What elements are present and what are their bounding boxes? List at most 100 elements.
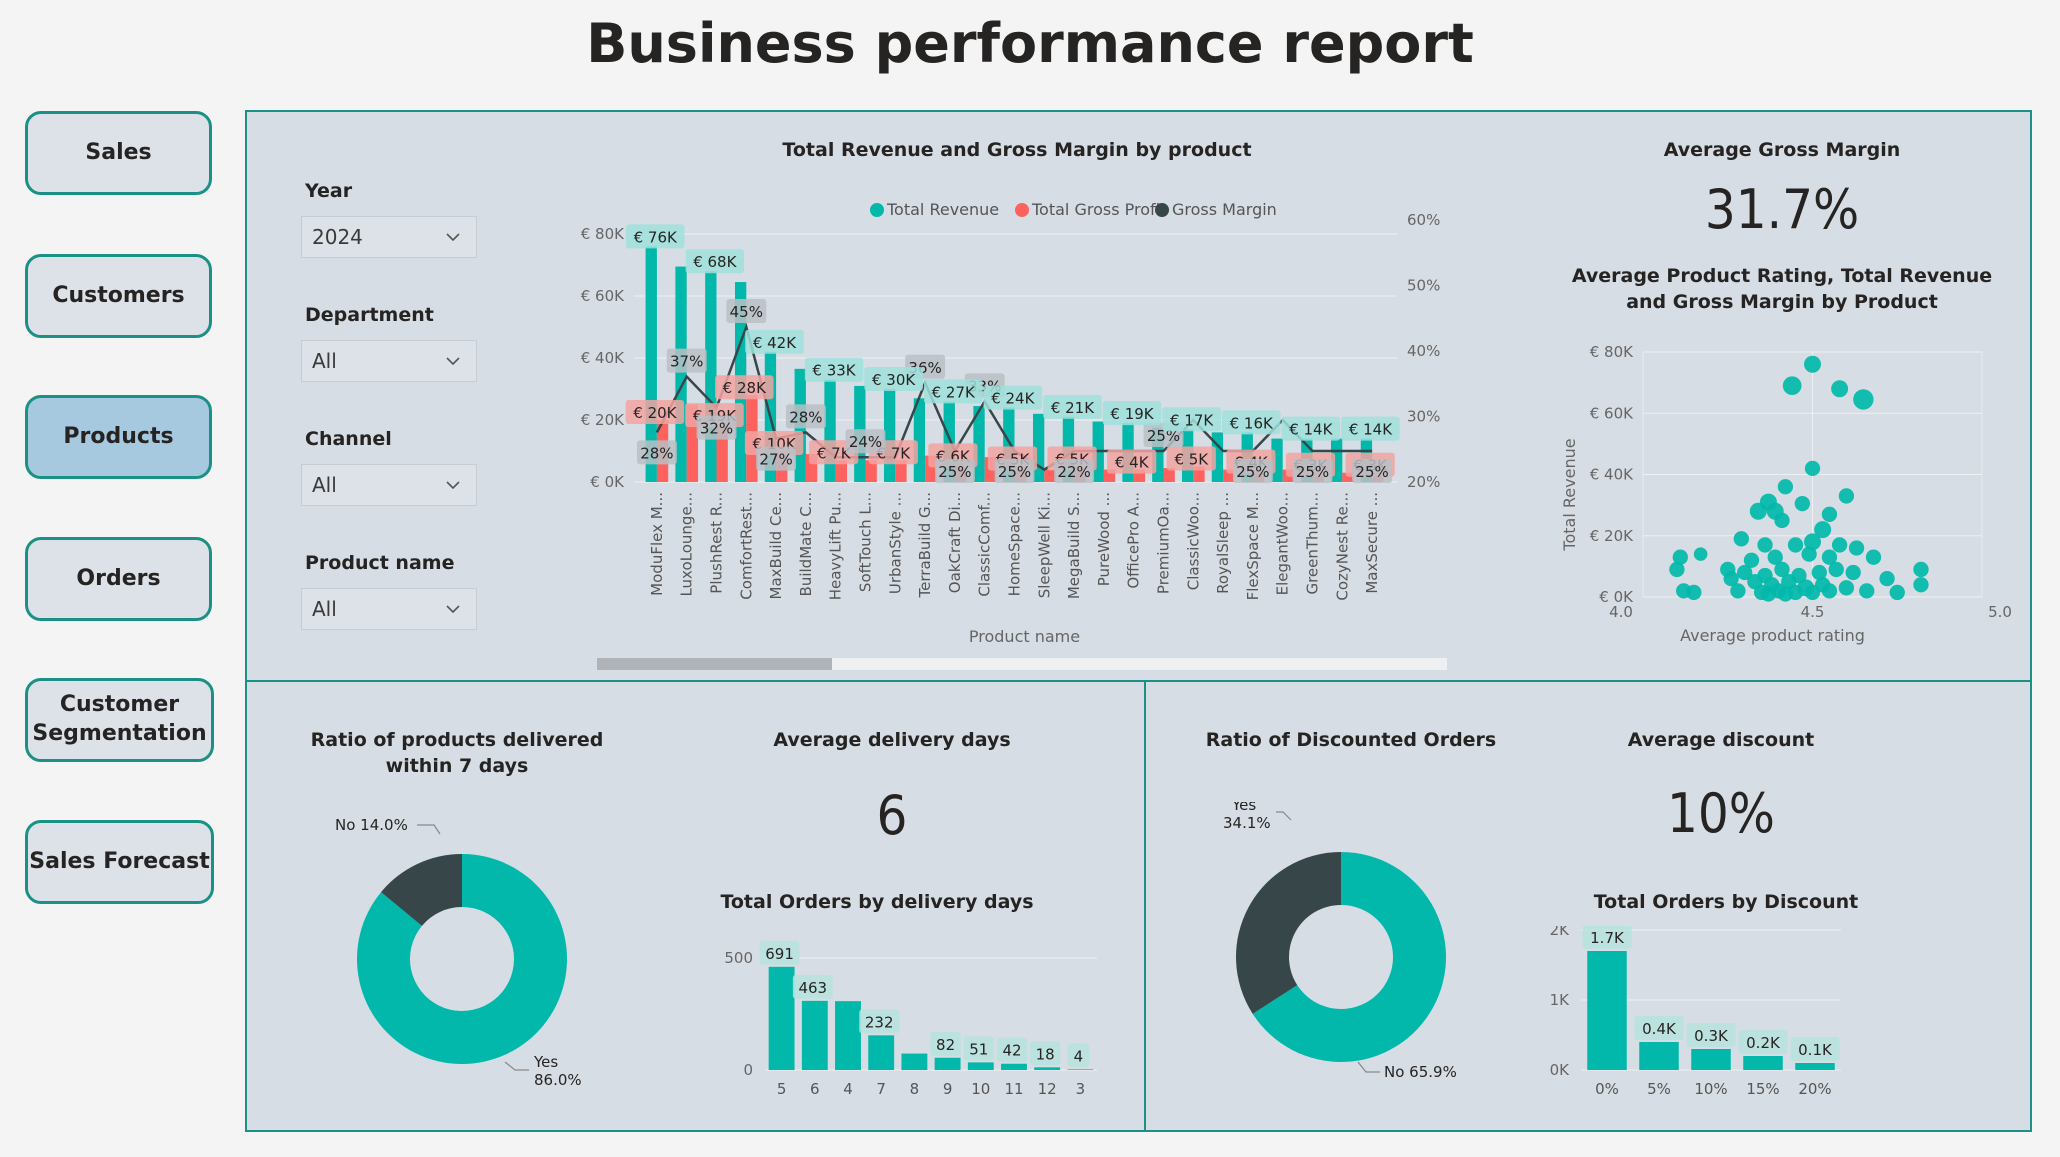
x-axis-tick: 6 (810, 1080, 820, 1098)
y-axis-tick: 0 (743, 1061, 753, 1079)
bar (835, 1001, 861, 1070)
gross-margin-data-label-bg (934, 459, 975, 483)
department-filter-dropdown[interactable]: All (301, 340, 477, 382)
scatter-point (1821, 549, 1838, 565)
gross-margin-data-label-bg (666, 348, 707, 373)
nav-customers-button[interactable]: Customers (25, 254, 212, 338)
x-axis-tick: 12 (1038, 1080, 1057, 1098)
nav-sales-forecast-button[interactable]: Sales Forecast (25, 820, 214, 904)
chevron-down-icon (446, 605, 460, 614)
y-axis-tick: € 20K (1590, 527, 1634, 545)
revenue-data-label: € 68K (693, 253, 737, 271)
x-axis-tick: OfficePro A... (1125, 492, 1143, 589)
channel-filter-dropdown[interactable]: All (301, 464, 477, 506)
scatter-point (1853, 389, 1874, 410)
scatter-point (1845, 564, 1861, 581)
scatter-point (1774, 512, 1790, 529)
revenue-bar (973, 406, 985, 482)
bar-data-label: 0.3K (1694, 1027, 1729, 1045)
y-axis-title: Total Revenue (1560, 438, 1579, 551)
top-panel: Year 2024 Department All Channel All Pro… (245, 110, 2032, 682)
bar-data-label: 463 (798, 979, 827, 997)
bar (1691, 1049, 1731, 1070)
scatter-point (1787, 537, 1804, 553)
revenue-data-label-bg (625, 224, 685, 249)
donut-value-yes: 86.0% (534, 1071, 582, 1089)
department-filter-label: Department (305, 304, 434, 326)
x-axis-tick: SleepWell Ki... (1035, 492, 1053, 598)
scatter-point (1767, 549, 1783, 565)
gross-margin-data-label-bg (696, 415, 737, 440)
x-axis-tick: 10% (1694, 1080, 1727, 1098)
gross-margin-data-label: 28% (789, 408, 822, 426)
y-axis-tick: € 40K (1590, 466, 1634, 484)
x-axis-tick: BuildMate C... (797, 492, 815, 596)
revenue-data-label: € 21K (1051, 399, 1095, 417)
y2-axis-tick: 50% (1407, 277, 1440, 295)
channel-filter-label: Channel (305, 428, 392, 450)
revenue-data-label-bg (1043, 394, 1102, 419)
x-axis-tick: 8 (910, 1080, 920, 1098)
y-axis-tick: € 80K (1590, 343, 1634, 361)
bar-data-label-bg (963, 1036, 995, 1061)
x-axis-tick: 4.5 (1801, 603, 1825, 621)
scatter-point (1814, 521, 1832, 539)
scatter-point (1737, 564, 1753, 581)
discount-donut-slice (1236, 852, 1341, 1014)
revenue-margin-combo-chart: Total Revenue Total Gross Profit Gross Mar… (581, 200, 1447, 670)
x-axis-tick: 5 (777, 1080, 787, 1098)
revenue-bar (1330, 438, 1343, 482)
x-axis-tick: ClassicWoo... (1184, 492, 1202, 590)
nav-products-button[interactable]: Products (25, 395, 212, 479)
x-axis-tick: 10 (971, 1080, 990, 1098)
discount-donut-slice (1252, 852, 1446, 1062)
scatter-point (1777, 479, 1794, 495)
x-axis-tick: CozyNest Re... (1333, 492, 1351, 601)
product-filter-dropdown[interactable]: All (301, 588, 477, 630)
bar (1743, 1056, 1783, 1070)
gross-margin-data-label: 22% (1057, 463, 1090, 481)
y-axis-tick: € 20K (581, 411, 625, 429)
legend-label: Total Gross Profit (1031, 200, 1166, 219)
bar-data-label-bg (792, 974, 833, 999)
bar-data-label-bg (1029, 1041, 1061, 1066)
revenue-data-label-bg (1162, 407, 1221, 432)
scatter-point (1672, 549, 1688, 565)
revenue-data-label-bg (745, 329, 804, 354)
nav-sales-button[interactable]: Sales (25, 111, 212, 195)
x-axis-tick: PremiumOa... (1155, 492, 1173, 594)
department-filter-value: All (312, 349, 337, 373)
year-filter-dropdown[interactable]: 2024 (301, 216, 477, 258)
nav-customer-segmentation-button[interactable]: Customer Segmentation (25, 678, 214, 762)
revenue-data-label-bg (1221, 410, 1281, 435)
x-axis-tick: GreenThum... (1304, 492, 1322, 595)
product-filter-label: Product name (305, 552, 455, 574)
scatter-point (1913, 561, 1929, 578)
revenue-data-label-bg (923, 379, 983, 404)
x-axis-title: Product name (969, 627, 1080, 646)
gross-profit-bar (1342, 472, 1354, 482)
x-axis-tick: MaxBuild Ce... (767, 492, 785, 599)
gross-margin-data-label-bg (845, 429, 886, 454)
gross-margin-data-label: 37% (670, 353, 703, 371)
leader-line (504, 1061, 529, 1071)
bar (1067, 1069, 1094, 1070)
revenue-data-label: € 33K (812, 362, 856, 380)
bar-data-label-bg (1686, 1023, 1736, 1047)
revenue-bar (1003, 407, 1015, 482)
scatter-point (1760, 586, 1777, 602)
nav-orders-button[interactable]: Orders (25, 537, 212, 621)
avg-gross-margin-title: Average Gross Margin (1663, 139, 1901, 161)
chevron-down-icon (446, 357, 460, 366)
donut-label-no: No 14.0% (335, 816, 408, 834)
x-axis-tick: UrbanStyle ... (886, 492, 904, 594)
bar-data-label-bg (1067, 1043, 1090, 1068)
gross-profit-data-label-bg (1107, 449, 1157, 474)
legend-label: Gross Margin (1172, 200, 1277, 219)
scatter-point (1831, 537, 1848, 553)
bar-data-label: 42 (1002, 1042, 1021, 1060)
gross-profit-data-label: € 4K (1115, 454, 1150, 472)
scatter-point (1801, 546, 1817, 562)
gross-margin-data-label: 25% (1355, 463, 1388, 481)
